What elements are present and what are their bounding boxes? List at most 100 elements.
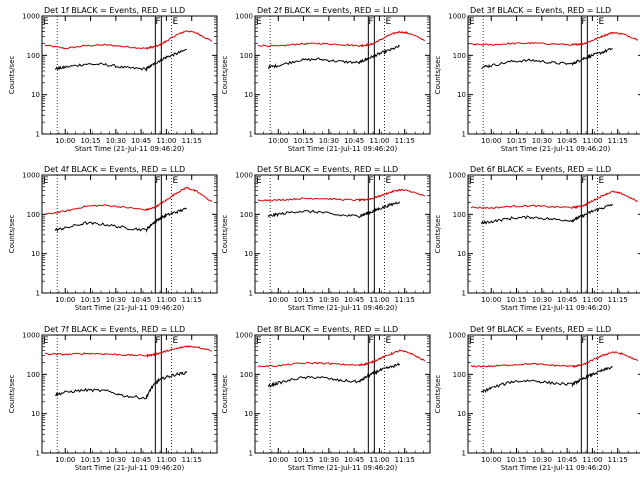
- y-tick-label: 1: [462, 131, 466, 139]
- y-tick-label: 100: [453, 211, 466, 219]
- corner-marker: E: [469, 336, 475, 346]
- x-tick-label: 11:15: [182, 296, 202, 304]
- chart-title: Det 1f BLACK = Events, RED = LLD: [44, 6, 185, 15]
- y-tick-label: 1: [249, 290, 253, 298]
- flag-label: E: [172, 336, 178, 346]
- series-line-lld: [470, 190, 639, 210]
- flag-label: F: [581, 336, 586, 346]
- y-axis-label: Counts/sec: [221, 375, 229, 414]
- plot-frame: [467, 174, 640, 294]
- chart-title: Det 3f BLACK = Events, RED = LLD: [470, 6, 611, 15]
- y-tick-label: 10: [244, 250, 253, 258]
- corner-marker: E: [43, 17, 49, 27]
- y-axis-label: Counts/sec: [8, 56, 16, 95]
- flag-label: F: [368, 17, 373, 27]
- series-line-events: [54, 207, 187, 233]
- x-tick-label: 11:00: [156, 296, 176, 304]
- x-tick-label: 10:30: [319, 137, 339, 145]
- x-tick-label: 10:45: [131, 456, 151, 464]
- y-tick-label: 1000: [22, 172, 40, 180]
- y-tick-label: 1: [36, 290, 40, 298]
- x-tick-label: 10:30: [319, 296, 339, 304]
- y-tick-label: 1000: [448, 13, 466, 21]
- y-axis-label: Counts/sec: [8, 375, 16, 414]
- panel-1: Det 1f BLACK = Events, RED = LLD 1 10 100 10…: [8, 6, 218, 153]
- y-tick-label: 100: [240, 52, 253, 60]
- panel-3: Det 3f BLACK = Events, RED = LLD 1 10 100 10…: [434, 6, 640, 153]
- y-tick-label: 1: [36, 131, 40, 139]
- x-tick-label: 10:00: [481, 137, 501, 145]
- chart-title: Det 9f BLACK = Events, RED = LLD: [470, 325, 611, 334]
- plot-frame: [467, 334, 640, 454]
- x-tick-label: 10:45: [344, 456, 364, 464]
- chart-title: Det 5f BLACK = Events, RED = LLD: [257, 165, 398, 174]
- y-tick-label: 100: [27, 52, 40, 60]
- flag-label: F: [155, 17, 160, 27]
- chart-title: Det 7f BLACK = Events, RED = LLD: [44, 325, 185, 334]
- flag-label: E: [385, 336, 391, 346]
- x-tick-label: 10:30: [106, 137, 126, 145]
- series-line-lld: [44, 30, 213, 51]
- flag-label: F: [155, 176, 160, 186]
- x-tick-label: 11:00: [369, 456, 389, 464]
- flag-bar: [580, 334, 588, 454]
- x-tick-label: 10:45: [557, 137, 577, 145]
- x-axis-label: Start Time (21-Jul-11 09:46:20): [75, 464, 185, 472]
- chart-title: Det 8f BLACK = Events, RED = LLD: [257, 325, 398, 334]
- flag-label: E: [385, 17, 391, 27]
- corner-marker: E: [256, 17, 262, 27]
- corner-marker: E: [256, 176, 262, 186]
- x-tick-label: 10:30: [532, 456, 552, 464]
- corner-marker: E: [469, 17, 475, 27]
- panel-6: Det 6f BLACK = Events, RED = LLD 1 10 100 10…: [434, 165, 640, 312]
- flag-label: F: [155, 336, 160, 346]
- x-tick-label: 10:15: [506, 137, 526, 145]
- y-tick-label: 10: [457, 91, 466, 99]
- series-line-lld: [257, 188, 426, 203]
- flag-label: E: [598, 17, 604, 27]
- x-tick-label: 11:15: [608, 137, 628, 145]
- corner-marker: E: [469, 176, 475, 186]
- x-tick-label: 11:15: [395, 137, 415, 145]
- x-tick-label: 10:00: [268, 137, 288, 145]
- flag-bar: [154, 15, 162, 135]
- plot-frame: [41, 15, 218, 135]
- y-tick-label: 10: [244, 410, 253, 418]
- panel-2: Det 2f BLACK = Events, RED = LLD 1 10 100 10…: [221, 6, 431, 153]
- x-tick-label: 11:15: [608, 296, 628, 304]
- flag-label: E: [385, 176, 391, 186]
- plot-frame: [254, 174, 431, 294]
- flag-bar: [367, 334, 375, 454]
- flag-label: E: [172, 17, 178, 27]
- y-tick-label: 10: [31, 91, 40, 99]
- flag-bar: [154, 334, 162, 454]
- flag-label: E: [598, 336, 604, 346]
- y-tick-label: 100: [453, 371, 466, 379]
- x-tick-label: 11:15: [182, 456, 202, 464]
- y-tick-label: 100: [453, 52, 466, 60]
- y-tick-label: 1000: [235, 332, 253, 340]
- x-tick-label: 10:45: [131, 137, 151, 145]
- x-axis-label: Start Time (21-Jul-11 09:46:20): [288, 304, 398, 312]
- x-tick-label: 10:30: [532, 137, 552, 145]
- x-tick-label: 11:00: [369, 137, 389, 145]
- x-tick-label: 11:00: [369, 296, 389, 304]
- chart-title: Det 6f BLACK = Events, RED = LLD: [470, 165, 611, 174]
- x-tick-label: 11:00: [582, 456, 602, 464]
- y-tick-label: 100: [27, 211, 40, 219]
- corner-marker: E: [43, 176, 49, 186]
- series-line-events: [55, 370, 188, 400]
- x-tick-label: 11:00: [582, 296, 602, 304]
- y-tick-label: 10: [31, 410, 40, 418]
- x-tick-label: 10:15: [80, 137, 100, 145]
- x-tick-label: 11:15: [182, 137, 202, 145]
- x-tick-label: 11:00: [582, 137, 602, 145]
- x-axis-label: Start Time (21-Jul-11 09:46:20): [501, 464, 611, 472]
- x-tick-label: 10:00: [268, 296, 288, 304]
- plot-frame: [467, 15, 640, 135]
- x-tick-label: 10:00: [481, 456, 501, 464]
- x-axis-label: Start Time (21-Jul-11 09:46:20): [75, 145, 185, 153]
- y-axis-label: Counts/sec: [221, 215, 229, 254]
- x-tick-label: 11:00: [156, 456, 176, 464]
- corner-marker: E: [43, 336, 49, 346]
